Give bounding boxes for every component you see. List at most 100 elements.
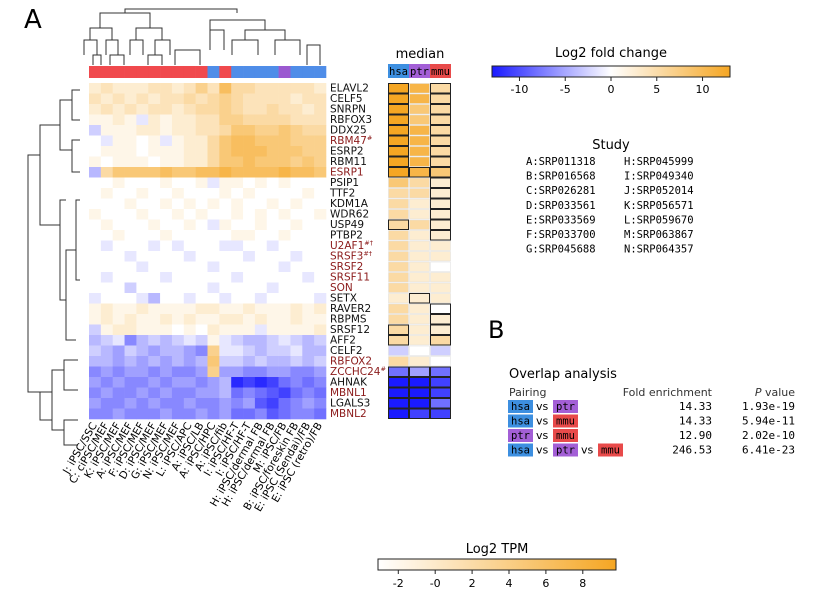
- fold-change-tick: 5: [653, 83, 660, 96]
- heatmap-cell: [160, 104, 173, 115]
- heatmap-cell: [266, 135, 279, 147]
- heatmap-cell: [195, 104, 208, 115]
- gene-label: ELAVL2: [330, 83, 369, 95]
- heatmap-cell: [219, 125, 232, 136]
- tpm-legend-title: Log2 TPM: [466, 542, 529, 557]
- heatmap-cell: [100, 135, 113, 147]
- heatmap-cell: [266, 146, 279, 157]
- heatmap-cell: [254, 104, 268, 115]
- heatmap-cell: [266, 345, 279, 357]
- heatmap-cell: [195, 188, 208, 199]
- median-cell: [409, 282, 430, 293]
- cluster-cell: [266, 66, 279, 78]
- heatmap-cell: [254, 314, 268, 325]
- heatmap-cell: [314, 83, 327, 94]
- heatmap-cell: [171, 282, 185, 294]
- heatmap-cell: [243, 177, 256, 189]
- gene-label: SRSF3#†: [330, 250, 373, 263]
- median-cell: [409, 135, 430, 146]
- median-cell: [430, 366, 451, 377]
- heatmap-cell: [112, 104, 125, 115]
- median-cell: [430, 188, 451, 199]
- heatmap-cell: [183, 408, 196, 420]
- heatmap-cell: [243, 303, 256, 315]
- heatmap-cell: [89, 146, 102, 157]
- heatmap-cell: [183, 272, 196, 283]
- median-cell: [388, 93, 409, 104]
- gene-label: SRSF12: [330, 324, 370, 336]
- heatmap-cell: [278, 125, 291, 136]
- heatmap-cell: [195, 125, 208, 136]
- heatmap-cell: [112, 167, 125, 178]
- heatmap-cell: [207, 114, 220, 126]
- heatmap-cell: [231, 366, 244, 378]
- heatmap-cell: [195, 219, 208, 231]
- heatmap-cell: [112, 377, 125, 388]
- heatmap-cell: [231, 282, 244, 294]
- heatmap-cell: [314, 387, 327, 399]
- heatmap-cell: [171, 272, 185, 283]
- heatmap-cell: [160, 209, 173, 220]
- heatmap-cell: [171, 135, 185, 147]
- median-cell: [409, 335, 430, 346]
- heatmap-cell: [148, 167, 161, 178]
- cluster-cell: [243, 66, 256, 78]
- tpm-colorbar: [377, 558, 617, 571]
- gene-label: WDR62: [330, 209, 369, 221]
- heatmap-cell: [195, 209, 208, 220]
- heatmap-cell: [243, 293, 256, 304]
- heatmap-cell: [231, 398, 244, 409]
- heatmap-cell: [254, 230, 268, 241]
- heatmap-cell: [302, 387, 315, 399]
- heatmap-cell: [160, 345, 173, 357]
- heatmap-cell: [171, 83, 185, 94]
- heatmap-cell: [195, 135, 208, 147]
- tpm-ticks: -2 -0 2 4 6 8: [393, 570, 586, 590]
- heatmap-cell: [254, 303, 268, 315]
- heatmap-cell: [124, 303, 137, 315]
- heatmap-cell: [160, 114, 173, 126]
- median-cell: [409, 167, 430, 178]
- heatmap-cell: [254, 219, 268, 231]
- heatmap-cell: [231, 324, 244, 336]
- heatmap-cell: [148, 324, 161, 336]
- heatmap-cell: [171, 293, 185, 304]
- cluster-cell: [124, 66, 137, 78]
- cluster-cell: [112, 66, 125, 78]
- cluster-cell: [195, 66, 208, 78]
- heatmap-cell: [290, 366, 303, 378]
- median-cell: [409, 146, 430, 157]
- overlap-vs: vs: [536, 444, 549, 457]
- heatmap-cell: [160, 398, 173, 409]
- heatmap-cell: [171, 125, 185, 136]
- heatmap-cell: [100, 167, 113, 178]
- fold-change-colorbar: [491, 65, 731, 78]
- overlap-species-label: hsa: [511, 401, 530, 413]
- heatmap-cell: [100, 156, 113, 168]
- heatmap-cell: [136, 387, 149, 399]
- heatmap-cell: [160, 356, 173, 367]
- heatmap-cell: [124, 83, 137, 94]
- heatmap-cell: [266, 398, 279, 409]
- heatmap-cell: [195, 83, 208, 94]
- heatmap-cell: [290, 135, 303, 147]
- heatmap-cell: [314, 356, 327, 367]
- heatmap-cell: [254, 387, 268, 399]
- overlap-species-label: mmu: [556, 416, 575, 428]
- heatmap-cell: [207, 135, 220, 147]
- heatmap-cell: [183, 177, 196, 189]
- median-cell: [409, 324, 430, 335]
- gene-label: RAVER2: [330, 303, 371, 315]
- heatmap-cell: [148, 146, 161, 157]
- heatmap-cell: [160, 167, 173, 178]
- heatmap-cell: [219, 240, 232, 252]
- heatmap-cell: [124, 366, 137, 378]
- overlap-species-badge: [553, 429, 578, 442]
- gene-label: SRSF11: [330, 272, 370, 284]
- heatmap-cell: [89, 272, 102, 283]
- heatmap-cell: [136, 356, 149, 367]
- heatmap-cell: [314, 345, 327, 357]
- heatmap-cell: [136, 198, 149, 210]
- heatmap-cell: [112, 177, 125, 189]
- heatmap-cell: [100, 114, 113, 126]
